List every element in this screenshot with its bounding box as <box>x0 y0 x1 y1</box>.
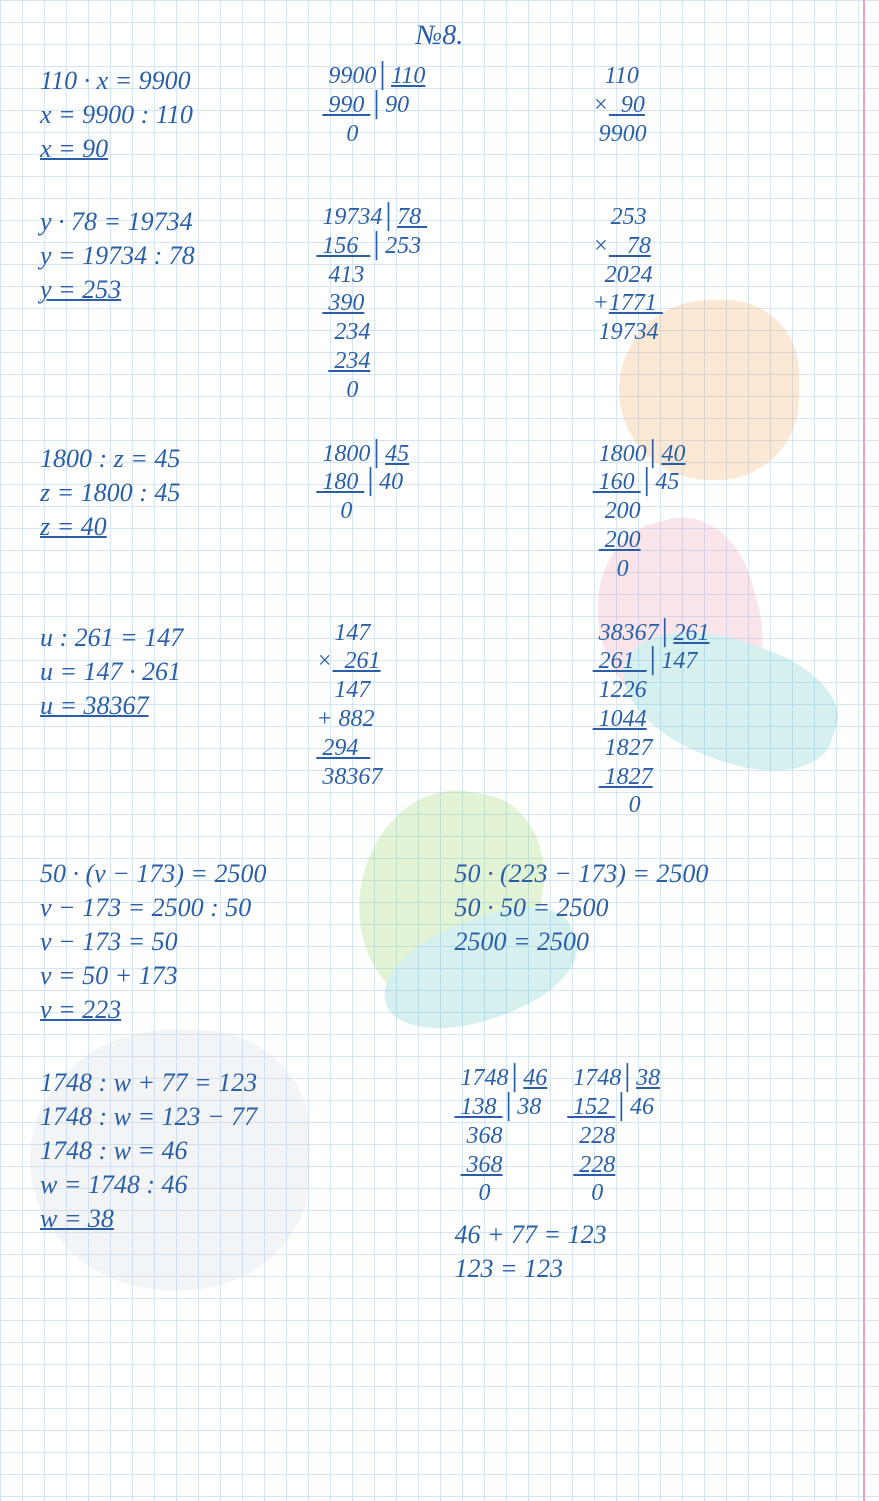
problem-3: 1800 : z = 45 z = 1800 : 45 z = 40 1800│… <box>40 440 839 584</box>
eq: 1800 : z = 45 <box>40 444 286 474</box>
eq-result: w = 38 <box>40 1204 425 1234</box>
eq: z = 1800 : 45 <box>40 478 286 508</box>
eq-result: y = 253 <box>40 275 286 305</box>
equations-1: 110 · x = 9900 x = 9900 : 110 x = 90 <box>40 62 286 168</box>
eq-result: x = 90 <box>40 134 286 164</box>
eq: 110 · x = 9900 <box>40 66 286 96</box>
check: 50 · (223 − 173) = 2500 <box>455 859 840 889</box>
long-division-6a: 1748│46 138 │38 368 368 0 <box>455 1064 548 1208</box>
equations-5: 50 · (v − 173) = 2500 v − 173 = 2500 : 5… <box>40 855 425 1029</box>
eq: x = 9900 : 110 <box>40 100 286 130</box>
check-5: 50 · (223 − 173) = 2500 50 · 50 = 2500 2… <box>455 855 840 961</box>
eq-result: z = 40 <box>40 512 286 542</box>
long-division-3b: 1800│40 160 │45 200 200 0 <box>593 440 839 584</box>
problem-2: y · 78 = 19734 y = 19734 : 78 y = 253 19… <box>40 203 839 405</box>
page-content: №8. 110 · x = 9900 x = 9900 : 110 x = 90… <box>0 0 879 1343</box>
equations-4: u : 261 = 147 u = 147 · 261 u = 38367 <box>40 619 286 725</box>
work-6: 1748│46 138 │38 368 368 0 1748│38 152 │4… <box>455 1064 840 1288</box>
eq: u : 261 = 147 <box>40 623 286 653</box>
equations-2: y · 78 = 19734 y = 19734 : 78 y = 253 <box>40 203 286 309</box>
eq: y · 78 = 19734 <box>40 207 286 237</box>
long-division-3a: 1800│45 180 │40 0 <box>316 440 562 526</box>
problem-6: 1748 : w + 77 = 123 1748 : w = 123 − 77 … <box>40 1064 839 1288</box>
long-division-4: 38367│261 261 │147 1226 1044 1827 1827 0 <box>593 619 839 821</box>
problem-4: u : 261 = 147 u = 147 · 261 u = 38367 14… <box>40 619 839 821</box>
problem-5: 50 · (v − 173) = 2500 v − 173 = 2500 : 5… <box>40 855 839 1029</box>
problem-1: 110 · x = 9900 x = 9900 : 110 x = 90 990… <box>40 62 839 168</box>
long-division-2: 19734│78 156 │253 413 390 234 234 0 <box>316 203 562 405</box>
multiplication-4: 147 × 261 147 + 882 294 38367 <box>316 619 562 792</box>
eq: v − 173 = 50 <box>40 927 425 957</box>
eq: v − 173 = 2500 : 50 <box>40 893 425 923</box>
check: 2500 = 2500 <box>455 927 840 957</box>
check: 50 · 50 = 2500 <box>455 893 840 923</box>
eq: 1748 : w = 46 <box>40 1136 425 1166</box>
long-division-6b: 1748│38 152 │46 228 228 0 <box>567 1064 660 1208</box>
eq: 1748 : w + 77 = 123 <box>40 1068 425 1098</box>
multiplication-2: 253 × 78 2024 +1771 19734 <box>593 203 839 347</box>
multiplication-1: 110 × 90 9900 <box>593 62 839 148</box>
eq: u = 147 · 261 <box>40 657 286 687</box>
page-title: №8. <box>40 20 839 52</box>
equations-3: 1800 : z = 45 z = 1800 : 45 z = 40 <box>40 440 286 546</box>
eq-result: v = 223 <box>40 995 425 1025</box>
eq: w = 1748 : 46 <box>40 1170 425 1200</box>
eq: 1748 : w = 123 − 77 <box>40 1102 425 1132</box>
check: 123 = 123 <box>455 1254 840 1284</box>
eq-result: u = 38367 <box>40 691 286 721</box>
long-division-1: 9900│110 990 │90 0 <box>316 62 562 148</box>
check: 46 + 77 = 123 <box>455 1220 840 1250</box>
equations-6: 1748 : w + 77 = 123 1748 : w = 123 − 77 … <box>40 1064 425 1238</box>
eq: v = 50 + 173 <box>40 961 425 991</box>
eq: 50 · (v − 173) = 2500 <box>40 859 425 889</box>
eq: y = 19734 : 78 <box>40 241 286 271</box>
